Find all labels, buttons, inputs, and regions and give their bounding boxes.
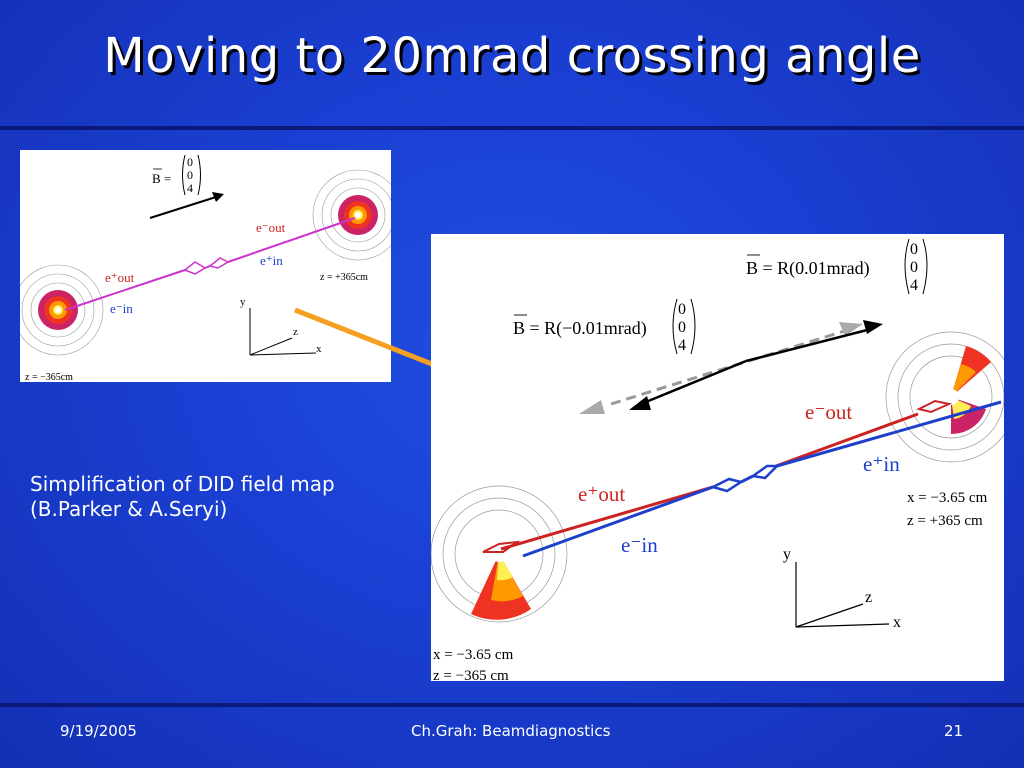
b-mid-label: B = R(−0.01mrad) bbox=[513, 318, 647, 339]
footer-divider bbox=[0, 703, 1024, 707]
right-detector-disc bbox=[885, 331, 1004, 463]
footer-date: 9/19/2005 bbox=[60, 722, 137, 740]
slide-title: Moving to 20mrad crossing angle bbox=[103, 28, 921, 84]
slide-number: 21 bbox=[944, 722, 964, 740]
b-mid-vector-1: 0 bbox=[678, 319, 686, 336]
caption-line-2: (B.Parker & A.Seryi) bbox=[30, 497, 228, 521]
figure-caption: Simplification of DID field map (B.Parke… bbox=[30, 472, 335, 522]
b-top-label: B = R(0.01mrad) bbox=[746, 258, 870, 279]
b-mid-vector-0: 0 bbox=[678, 301, 686, 318]
axes-triad bbox=[795, 562, 890, 628]
axis-x-label: x bbox=[316, 343, 322, 355]
left-detector-disc bbox=[431, 485, 568, 623]
label-e-plus-out: e⁺out bbox=[578, 482, 625, 506]
axis-y-label: y bbox=[240, 296, 246, 308]
title-divider bbox=[0, 126, 1024, 130]
b-vector-1: 0 bbox=[187, 168, 193, 182]
field-arrow-gray bbox=[579, 322, 863, 414]
label-e-minus-in: e⁻in bbox=[621, 533, 658, 557]
left-figure: B = 0 0 4 e⁻out e⁺in e⁺out e⁻in z = +365… bbox=[20, 150, 391, 382]
label-e-plus-in: e⁺in bbox=[260, 253, 283, 268]
axis-x-label: x bbox=[893, 614, 901, 631]
right-detector-disc bbox=[312, 169, 391, 261]
caption-line-1: Simplification of DID field map bbox=[30, 472, 335, 496]
label-z-right: z = +365 cm bbox=[907, 513, 983, 529]
b-mid-vector-2: 4 bbox=[678, 337, 686, 354]
right-figure: B = R(0.01mrad) 0 0 4 B = R(−0.01mrad) 0… bbox=[431, 234, 1004, 681]
field-arrow-black bbox=[629, 320, 883, 410]
label-e-minus-out: e⁻out bbox=[805, 400, 852, 424]
axes-triad bbox=[249, 308, 317, 356]
label-z-left: z = −365cm bbox=[25, 372, 73, 382]
beam-line-magenta bbox=[64, 217, 356, 311]
axis-z-label: z bbox=[865, 589, 872, 606]
beam-line-blue bbox=[522, 400, 1002, 558]
axis-z-label: z bbox=[293, 326, 298, 338]
axis-y-label: y bbox=[783, 546, 791, 563]
b-top-vector-2: 4 bbox=[910, 277, 918, 294]
field-arrow bbox=[149, 192, 224, 219]
b-vector-0: 0 bbox=[187, 155, 193, 169]
label-x-right: x = −3.65 cm bbox=[907, 490, 988, 506]
label-z-right: z = +365cm bbox=[320, 272, 368, 283]
label-e-minus-in: e⁻in bbox=[110, 301, 133, 316]
label-e-plus-in: e⁺in bbox=[863, 452, 900, 476]
b-top-vector-1: 0 bbox=[910, 259, 918, 276]
beam-line-red bbox=[482, 399, 953, 553]
label-x-left: x = −3.65 cm bbox=[433, 647, 514, 663]
label-z-left: z = −365 cm bbox=[433, 668, 509, 681]
footer-title: Ch.Grah: Beamdiagnostics bbox=[411, 722, 611, 740]
left-detector-disc bbox=[20, 264, 104, 356]
b-vector-2: 4 bbox=[187, 181, 193, 195]
label-e-plus-out: e⁺out bbox=[105, 270, 135, 285]
b-top-vector-0: 0 bbox=[910, 241, 918, 258]
b-label: B = bbox=[152, 171, 171, 186]
label-e-minus-out: e⁻out bbox=[256, 220, 286, 235]
